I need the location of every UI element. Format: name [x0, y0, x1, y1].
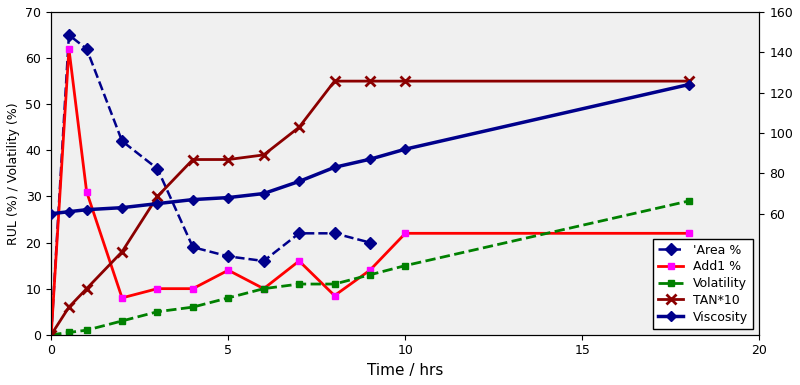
Add1 % [294, 259, 304, 263]
TAN*10 [259, 152, 269, 157]
TAN*10 [294, 125, 304, 129]
Volatility [223, 296, 233, 300]
Volatility [153, 310, 162, 314]
Legend: 'Area %, Add1 %, Volatility, TAN*10, Viscosity: 'Area %, Add1 %, Volatility, TAN*10, Vis… [653, 239, 754, 328]
Add1 % [259, 286, 269, 291]
Volatility [259, 286, 269, 291]
Add1 % [118, 296, 127, 300]
'Area % [223, 254, 233, 259]
Volatility [118, 319, 127, 323]
Viscosity [259, 191, 269, 196]
'Area % [294, 231, 304, 236]
Add1 % [46, 333, 56, 337]
TAN*10 [46, 333, 56, 337]
Add1 % [330, 293, 339, 298]
Add1 % [365, 268, 374, 273]
Viscosity [64, 209, 74, 214]
Volatility [330, 282, 339, 286]
Volatility [365, 273, 374, 277]
Viscosity [118, 205, 127, 210]
Viscosity [365, 157, 374, 162]
'Area % [188, 245, 198, 249]
Viscosity [153, 201, 162, 206]
Volatility [64, 330, 74, 335]
Viscosity [401, 147, 410, 151]
Volatility [294, 282, 304, 286]
TAN*10 [153, 194, 162, 199]
TAN*10 [118, 249, 127, 254]
'Area % [330, 231, 339, 236]
Add1 % [684, 231, 694, 236]
'Area % [82, 47, 91, 51]
Viscosity [330, 165, 339, 170]
Add1 % [188, 286, 198, 291]
TAN*10 [401, 79, 410, 84]
Viscosity [188, 197, 198, 202]
Y-axis label: RUL (%) / Volatility (%): RUL (%) / Volatility (%) [7, 102, 20, 245]
Volatility [188, 305, 198, 310]
TAN*10 [365, 79, 374, 84]
Add1 % [64, 47, 74, 51]
Volatility [46, 333, 56, 337]
'Area % [259, 259, 269, 263]
TAN*10 [188, 157, 198, 162]
Viscosity [223, 195, 233, 200]
Viscosity [82, 208, 91, 212]
'Area % [118, 139, 127, 143]
TAN*10 [684, 79, 694, 84]
TAN*10 [64, 305, 74, 310]
Line: Viscosity: Viscosity [48, 81, 692, 217]
Viscosity [46, 211, 56, 216]
Volatility [684, 199, 694, 203]
Viscosity [684, 82, 694, 87]
Line: TAN*10: TAN*10 [46, 76, 694, 340]
'Area % [365, 240, 374, 245]
'Area % [153, 166, 162, 171]
TAN*10 [330, 79, 339, 84]
Volatility [401, 263, 410, 268]
'Area % [64, 33, 74, 37]
Viscosity [294, 179, 304, 184]
'Area % [46, 333, 56, 337]
Add1 % [401, 231, 410, 236]
Line: Add1 %: Add1 % [48, 45, 692, 338]
Line: Volatility: Volatility [49, 198, 691, 338]
X-axis label: Time / hrs: Time / hrs [367, 363, 443, 378]
Volatility [82, 328, 91, 333]
TAN*10 [82, 286, 91, 291]
Add1 % [82, 189, 91, 194]
Add1 % [153, 286, 162, 291]
TAN*10 [223, 157, 233, 162]
Add1 % [223, 268, 233, 273]
Line: 'Area %: 'Area % [47, 31, 374, 339]
